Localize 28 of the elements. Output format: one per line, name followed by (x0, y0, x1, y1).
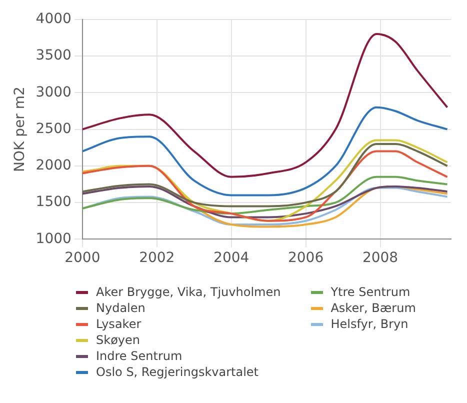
x-tick-label: 2004 (214, 250, 250, 266)
legend-label: Helsfyr, Bryn (330, 317, 408, 331)
line-series (82, 176, 448, 215)
line-series (82, 185, 448, 218)
line-series (82, 186, 448, 226)
y-tick-label: 1500 (36, 194, 72, 210)
y-tick-label: 2000 (36, 158, 72, 174)
legend-label: Indre Sentrum (96, 349, 182, 363)
x-tick-label: 2002 (139, 250, 175, 266)
legend-label: Asker, Bærum (330, 301, 416, 315)
x-tick-label: 2000 (64, 250, 100, 266)
legend-label: Oslo S, Regjeringskvartalet (96, 365, 259, 379)
legend-label: Ytre Sentrum (330, 285, 410, 299)
legend-label: Aker Brygge, Vika, Tjuvholmen (96, 285, 281, 299)
legend-label: Nydalen (96, 301, 146, 315)
legend-label: Skøyen (96, 333, 140, 347)
line-series (82, 142, 448, 208)
y-tick-label: 1000 (36, 230, 72, 247)
y-tick-label: 3500 (36, 48, 72, 64)
y-axis-title: NOK per m2 (12, 86, 28, 172)
legend-label: Lysaker (96, 317, 142, 331)
x-tick-label: 2008 (362, 250, 398, 266)
line-series (82, 33, 448, 178)
y-tick-label: 3000 (36, 84, 72, 100)
y-tick-label: 4000 (36, 11, 72, 28)
y-tick-label: 2500 (36, 120, 72, 137)
x-tick-label: 2006 (288, 250, 324, 266)
line-series (82, 106, 448, 196)
